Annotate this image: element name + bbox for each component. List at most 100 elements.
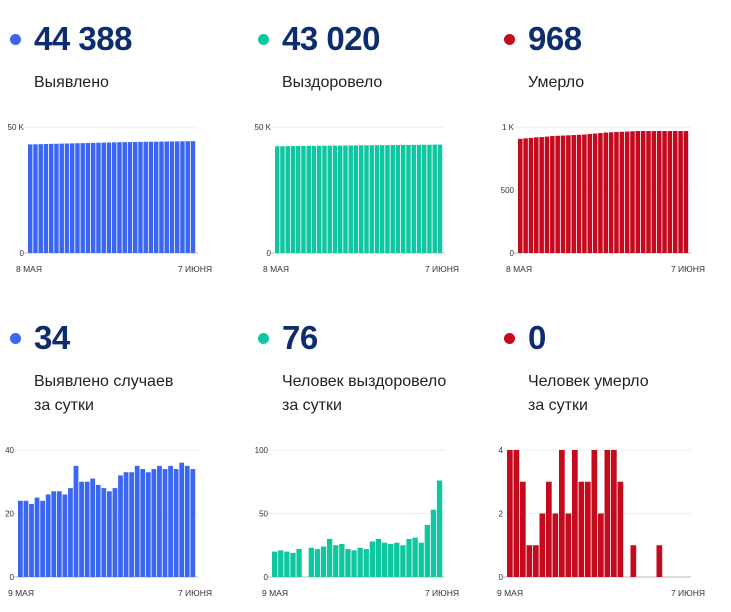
stat-value: 76 (282, 319, 318, 356)
x-tick-label-end: 7 ИЮНЯ (671, 264, 705, 274)
bar (624, 131, 630, 253)
bar (101, 142, 106, 253)
x-tick-label-end: 7 ИЮНЯ (178, 588, 212, 598)
bar (138, 141, 143, 253)
stat-label: за сутки (282, 397, 342, 414)
bar (571, 135, 576, 253)
stat-value: 34 (34, 319, 70, 356)
bar (566, 135, 571, 253)
bar (28, 144, 33, 253)
bar (578, 481, 585, 577)
bar (411, 144, 416, 253)
bar (683, 131, 689, 253)
bar (582, 134, 587, 253)
x-tick-label-end: 7 ИЮНЯ (425, 588, 459, 598)
bar (314, 549, 321, 577)
stat-value: 43 020 (282, 20, 380, 57)
bar (390, 145, 395, 253)
bar (678, 131, 683, 253)
bar (75, 143, 80, 253)
bar (364, 145, 369, 253)
bar (185, 141, 190, 253)
status-dot-icon (10, 34, 21, 45)
bar (180, 141, 185, 253)
bar (662, 131, 667, 253)
bar (154, 141, 159, 253)
bar (651, 131, 657, 253)
bar (157, 465, 162, 577)
bar (400, 545, 406, 577)
bar (656, 131, 662, 253)
bar (296, 549, 302, 577)
bar (380, 145, 385, 253)
bar (375, 538, 382, 577)
stat-label: Выявлено случаев (34, 373, 174, 390)
status-dot-icon (258, 333, 269, 344)
bar (591, 450, 598, 577)
bar (59, 143, 64, 253)
bar (406, 144, 411, 253)
y-tick-label: 0 (499, 573, 504, 582)
bar (552, 513, 559, 577)
bar (518, 138, 523, 253)
bar (513, 450, 520, 577)
bar (598, 133, 603, 253)
y-tick-label: 0 (20, 249, 25, 258)
bar (308, 547, 314, 577)
y-tick-label: 50 K (255, 123, 272, 132)
y-tick-label: 0 (10, 573, 15, 582)
bar (90, 478, 96, 577)
bar (306, 145, 311, 253)
bar (339, 543, 345, 577)
bar-chart: 0 500 1 K 8 МАЯ 7 ИЮНЯ (501, 123, 705, 274)
bar-chart: 0 2 4 9 МАЯ 7 ИЮНЯ (497, 446, 705, 598)
bar (617, 481, 624, 577)
bar (369, 541, 376, 577)
bar (123, 472, 129, 577)
bar (332, 145, 338, 253)
bar (151, 469, 157, 577)
bar (418, 542, 424, 577)
bar (585, 481, 591, 577)
bar (101, 488, 107, 577)
bar (357, 547, 363, 577)
bar (608, 132, 614, 253)
bar (338, 145, 343, 253)
stat-value: 44 388 (34, 20, 132, 57)
x-tick-label-start: 9 МАЯ (8, 588, 34, 598)
status-dot-icon (504, 333, 515, 344)
bar (598, 513, 604, 577)
bar (326, 538, 333, 577)
bar (284, 551, 290, 577)
bar-chart: 0 50 K 8 МАЯ 7 ИЮНЯ (8, 123, 212, 274)
bar (129, 472, 135, 577)
bar (54, 143, 59, 253)
bar (523, 138, 528, 253)
stat-label: Выявлено (34, 74, 109, 91)
bar (320, 546, 327, 577)
bar (550, 136, 555, 253)
bar (572, 450, 578, 577)
bar (412, 537, 418, 577)
bar (179, 462, 185, 577)
bar (169, 141, 175, 253)
bar (520, 481, 526, 577)
bar (301, 145, 306, 253)
bar (107, 491, 112, 577)
bar (145, 472, 151, 577)
y-tick-label: 1 K (502, 123, 515, 132)
x-tick-label-end: 7 ИЮНЯ (425, 264, 459, 274)
bar (162, 469, 168, 577)
bar (96, 142, 101, 253)
bar (317, 145, 322, 253)
bar (112, 142, 117, 253)
bar (630, 131, 635, 253)
bar (127, 142, 133, 253)
y-tick-label: 100 (255, 446, 269, 455)
bar (539, 513, 546, 577)
bar-chart: 0 50 100 9 МАЯ 7 ИЮНЯ (255, 446, 459, 598)
y-tick-label: 0 (510, 249, 515, 258)
bar (533, 545, 539, 577)
bar (175, 141, 180, 253)
stat-value: 0 (528, 319, 546, 356)
